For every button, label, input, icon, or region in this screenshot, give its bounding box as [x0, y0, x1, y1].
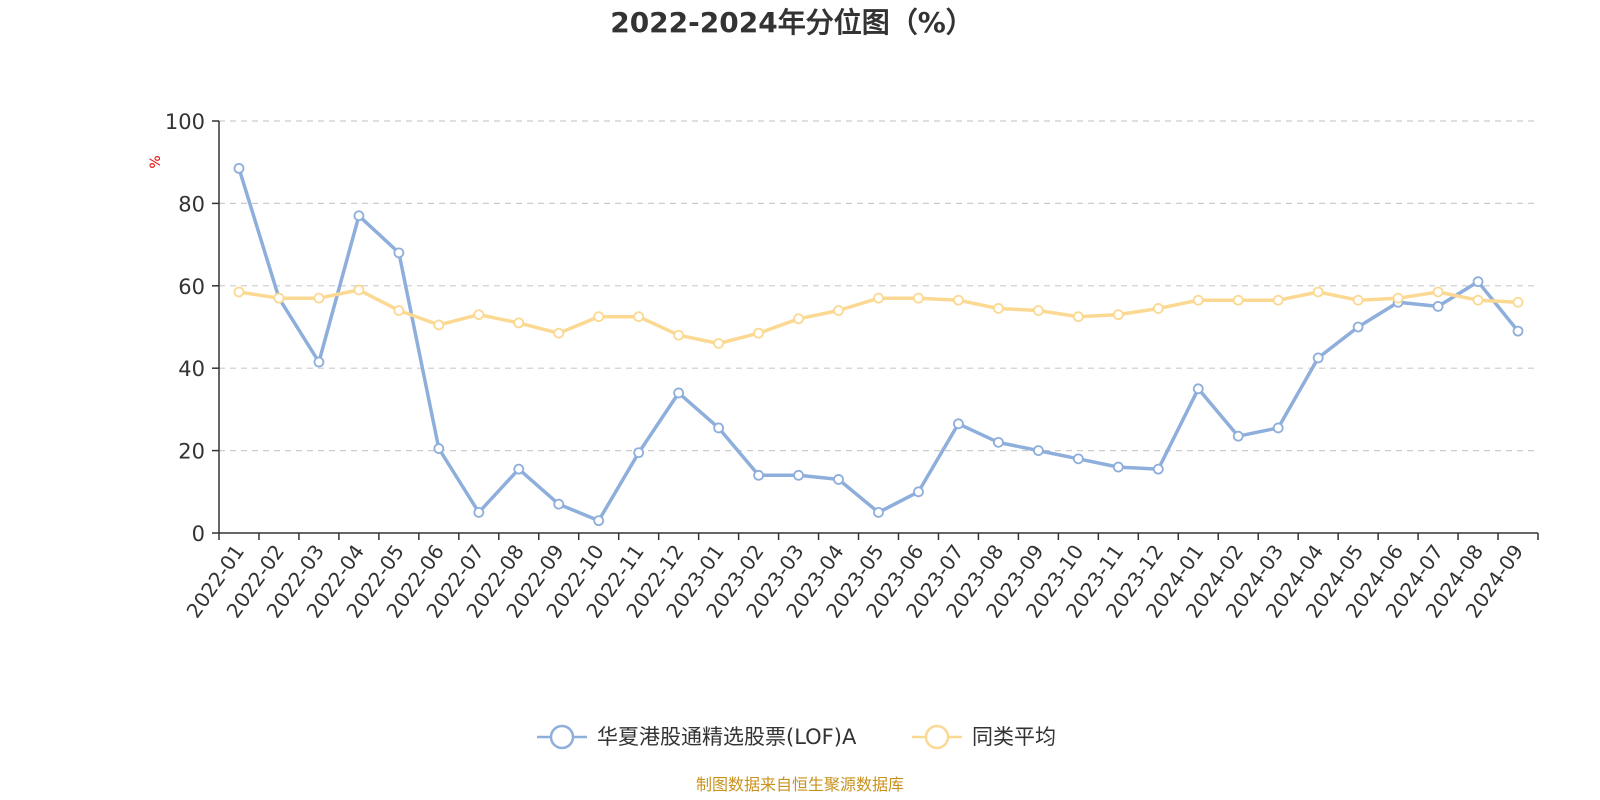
series-lines — [233, 162, 1524, 527]
y-tick-label: 60 — [178, 275, 205, 299]
data-point-1[interactable] — [513, 317, 525, 329]
data-point-0[interactable] — [1072, 453, 1084, 465]
data-point-1[interactable] — [1072, 311, 1084, 323]
data-point-0[interactable] — [993, 436, 1004, 448]
data-point-0[interactable] — [633, 447, 645, 459]
legend-label: 同类平均 — [972, 725, 1056, 749]
data-point-1[interactable] — [233, 286, 245, 298]
data-point-1[interactable] — [593, 311, 605, 323]
data-point-0[interactable] — [1272, 422, 1284, 434]
data-point-0[interactable] — [833, 474, 844, 485]
data-point-0[interactable] — [873, 507, 884, 518]
data-point-0[interactable] — [673, 387, 685, 399]
data-point-0[interactable] — [353, 210, 365, 222]
data-source-note: 制图数据来自恒生聚源数据库 — [696, 775, 904, 794]
data-point-0[interactable] — [393, 247, 405, 259]
data-point-0[interactable] — [1352, 321, 1364, 333]
data-point-0[interactable] — [233, 162, 245, 174]
data-point-0[interactable] — [553, 498, 565, 510]
data-point-1[interactable] — [1312, 286, 1324, 298]
y-tick-label: 20 — [178, 440, 205, 464]
data-point-1[interactable] — [353, 284, 365, 296]
legend-item-0[interactable]: 华夏港股通精选股票(LOF)A — [537, 724, 857, 750]
data-point-1[interactable] — [1472, 294, 1484, 306]
data-point-1[interactable] — [913, 292, 924, 304]
data-point-1[interactable] — [1512, 296, 1524, 308]
data-point-0[interactable] — [1152, 463, 1164, 475]
data-point-1[interactable] — [273, 292, 285, 304]
data-point-1[interactable] — [473, 309, 485, 321]
legend-marker-icon — [924, 724, 950, 750]
y-tick-label: 0 — [192, 522, 205, 546]
data-point-1[interactable] — [313, 292, 325, 304]
y-tick-labels: 0 20 40 60 80 100 — [165, 110, 205, 546]
y-tick-label: 40 — [178, 357, 205, 381]
data-point-1[interactable] — [1392, 292, 1404, 304]
legend[interactable]: 华夏港股通精选股票(LOF)A 同类平均 — [537, 724, 1056, 750]
y-tick-label: 100 — [165, 110, 205, 134]
data-point-0[interactable] — [953, 418, 964, 430]
data-point-1[interactable] — [953, 294, 964, 306]
data-point-1[interactable] — [713, 338, 725, 349]
data-point-1[interactable] — [1112, 309, 1124, 321]
data-point-0[interactable] — [913, 486, 924, 498]
data-point-1[interactable] — [1152, 303, 1164, 314]
data-point-1[interactable] — [753, 327, 764, 339]
axes — [212, 120, 1539, 540]
data-point-0[interactable] — [593, 515, 605, 527]
data-point-0[interactable] — [1192, 383, 1204, 395]
data-point-0[interactable] — [713, 422, 725, 434]
data-point-0[interactable] — [1032, 445, 1044, 457]
data-point-0[interactable] — [1512, 325, 1524, 337]
data-point-0[interactable] — [473, 507, 485, 518]
data-point-1[interactable] — [1232, 294, 1244, 306]
data-point-0[interactable] — [1432, 300, 1444, 312]
data-point-1[interactable] — [833, 305, 844, 316]
data-point-1[interactable] — [673, 329, 685, 341]
x-tick-labels: 2022-012022-022022-032022-042022-052022-… — [181, 540, 1528, 622]
data-point-1[interactable] — [393, 305, 405, 316]
data-point-0[interactable] — [1112, 461, 1124, 473]
grid-lines — [219, 120, 1538, 452]
data-point-0[interactable] — [1312, 352, 1324, 364]
data-point-1[interactable] — [433, 319, 445, 331]
data-point-0[interactable] — [753, 469, 764, 481]
data-point-1[interactable] — [1352, 294, 1364, 306]
data-point-1[interactable] — [793, 313, 804, 325]
data-point-1[interactable] — [1432, 286, 1444, 298]
data-point-1[interactable] — [993, 303, 1004, 314]
series-line-0 — [237, 167, 1520, 523]
data-point-1[interactable] — [633, 311, 645, 323]
data-point-0[interactable] — [313, 356, 325, 368]
data-point-0[interactable] — [1472, 276, 1484, 288]
chart-title: 2022-2024年分位图（%） — [610, 6, 974, 39]
data-point-0[interactable] — [793, 469, 804, 481]
data-point-0[interactable] — [433, 443, 445, 454]
data-point-0[interactable] — [1232, 430, 1244, 442]
data-point-0[interactable] — [513, 463, 525, 475]
data-point-1[interactable] — [1192, 294, 1204, 306]
legend-marker-icon — [549, 724, 575, 750]
data-point-1[interactable] — [1032, 305, 1044, 316]
data-point-1[interactable] — [873, 292, 884, 304]
data-point-1[interactable] — [1272, 294, 1284, 306]
legend-label: 华夏港股通精选股票(LOF)A — [597, 725, 857, 749]
y-axis-unit: % — [148, 155, 164, 168]
data-point-1[interactable] — [553, 327, 565, 339]
legend-item-1[interactable]: 同类平均 — [912, 724, 1056, 750]
y-tick-label: 80 — [178, 192, 205, 216]
